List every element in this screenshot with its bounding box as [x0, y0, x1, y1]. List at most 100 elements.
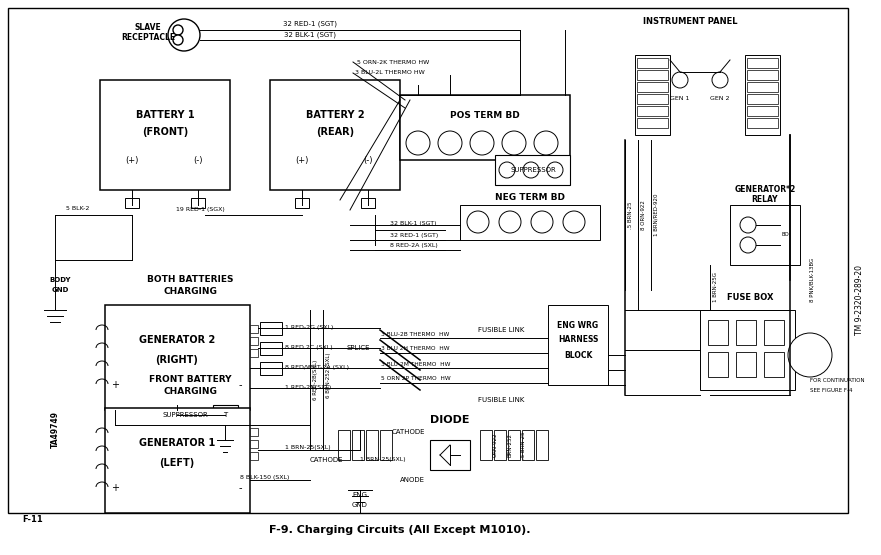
- Bar: [480, 430, 492, 460]
- Text: F-11: F-11: [22, 516, 43, 524]
- Text: FOR CONTINUATION: FOR CONTINUATION: [810, 377, 864, 382]
- Bar: [747, 106, 778, 116]
- Bar: [548, 305, 608, 385]
- Text: 3 BLU-2M THERMO  HW: 3 BLU-2M THERMO HW: [381, 361, 450, 366]
- Bar: [745, 55, 780, 135]
- Text: CATHODE: CATHODE: [391, 429, 425, 435]
- Circle shape: [523, 162, 539, 178]
- Circle shape: [502, 131, 526, 155]
- Bar: [637, 58, 668, 68]
- Text: RECEPTACLE: RECEPTACLE: [121, 33, 175, 43]
- Text: .5 BRN-25: .5 BRN-25: [521, 431, 526, 459]
- Bar: [494, 430, 506, 460]
- Text: 3 BLU-2L THERMO HW: 3 BLU-2L THERMO HW: [355, 70, 425, 75]
- Circle shape: [173, 25, 183, 35]
- Text: GND: GND: [352, 502, 368, 508]
- Text: GENERATOR*2: GENERATOR*2: [735, 185, 796, 194]
- Bar: [536, 430, 548, 460]
- Bar: [260, 362, 282, 375]
- Text: NEG TERM BD: NEG TERM BD: [495, 193, 565, 201]
- Text: GENERATOR 2: GENERATOR 2: [139, 335, 215, 345]
- Bar: [495, 155, 570, 185]
- Bar: [430, 440, 470, 470]
- Text: FUSIBLE LINK: FUSIBLE LINK: [478, 327, 524, 333]
- Text: 1 BRN/RED-920: 1 BRN/RED-920: [654, 194, 659, 236]
- Bar: [730, 205, 800, 265]
- Text: SLAVE: SLAVE: [135, 23, 161, 33]
- Text: HARNESS: HARNESS: [558, 336, 598, 345]
- Bar: [747, 118, 778, 128]
- Bar: [100, 80, 230, 190]
- Text: 6 BRN-252 (SXL): 6 BRN-252 (SXL): [326, 352, 331, 398]
- Text: SUPPRESSOR: SUPPRESSOR: [510, 167, 556, 173]
- Bar: [105, 408, 250, 513]
- Text: FRONT BATTERY: FRONT BATTERY: [149, 376, 231, 385]
- Text: TM 9-2320-289-20: TM 9-2320-289-20: [855, 265, 864, 335]
- Text: BLOCK: BLOCK: [564, 351, 592, 360]
- Bar: [700, 310, 795, 390]
- Circle shape: [499, 162, 515, 178]
- Bar: [637, 118, 668, 128]
- Bar: [637, 82, 668, 92]
- Text: 8 BLK-150 (SXL): 8 BLK-150 (SXL): [240, 476, 289, 481]
- Circle shape: [467, 211, 489, 233]
- Text: BO: BO: [781, 233, 788, 238]
- Text: T: T: [223, 412, 227, 418]
- Text: 5 BLK-2: 5 BLK-2: [66, 206, 90, 211]
- Bar: [637, 94, 668, 104]
- Bar: [361, 198, 375, 208]
- Text: +: +: [111, 380, 119, 390]
- Circle shape: [547, 162, 563, 178]
- Text: (-): (-): [193, 155, 203, 164]
- Text: 3 BLU 2H THERMO  HW: 3 BLU 2H THERMO HW: [381, 346, 449, 351]
- Bar: [708, 352, 728, 377]
- Text: F-9. Charging Circuits (All Except M1010).: F-9. Charging Circuits (All Except M1010…: [270, 525, 530, 535]
- Text: GEN 2: GEN 2: [710, 95, 729, 100]
- Text: (+): (+): [295, 155, 308, 164]
- Text: CHARGING: CHARGING: [163, 287, 217, 296]
- Text: INSTRUMENT PANEL: INSTRUMENT PANEL: [643, 18, 737, 27]
- Bar: [338, 430, 350, 460]
- Bar: [250, 428, 258, 436]
- Bar: [764, 352, 784, 377]
- Circle shape: [712, 72, 728, 88]
- Bar: [747, 70, 778, 80]
- Text: 1 BRN-25(SXL): 1 BRN-25(SXL): [285, 446, 330, 451]
- Bar: [260, 342, 282, 355]
- Text: 19 RED-1 (SGX): 19 RED-1 (SGX): [175, 208, 225, 213]
- Bar: [105, 305, 250, 410]
- Text: CATHODE: CATHODE: [310, 457, 344, 463]
- Text: ENG WRG: ENG WRG: [558, 320, 598, 330]
- Text: (-): (-): [363, 155, 373, 164]
- Bar: [747, 82, 778, 92]
- Bar: [460, 205, 600, 240]
- Text: -: -: [238, 380, 241, 390]
- Bar: [270, 80, 400, 190]
- Bar: [736, 352, 756, 377]
- Bar: [250, 325, 258, 333]
- Text: 8 RED/WHT-2A (SXL): 8 RED/WHT-2A (SXL): [285, 366, 349, 371]
- Text: 8 RED-2A (SXL): 8 RED-2A (SXL): [390, 244, 438, 249]
- Text: -: -: [238, 483, 241, 493]
- Circle shape: [531, 211, 553, 233]
- Text: 8 PNK/BLK-13BG: 8 PNK/BLK-13BG: [810, 258, 815, 302]
- Bar: [736, 320, 756, 345]
- Text: 32 RED-1 (SGT): 32 RED-1 (SGT): [390, 233, 438, 238]
- Circle shape: [168, 19, 200, 51]
- Bar: [250, 337, 258, 345]
- Text: SPLICE: SPLICE: [346, 345, 370, 351]
- Bar: [747, 58, 778, 68]
- Text: (LEFT): (LEFT): [159, 458, 195, 468]
- Bar: [400, 95, 570, 160]
- Bar: [380, 430, 392, 460]
- Text: CHARGING: CHARGING: [163, 387, 217, 396]
- Circle shape: [740, 217, 756, 233]
- Text: DIODE: DIODE: [430, 415, 470, 425]
- Bar: [637, 106, 668, 116]
- Bar: [366, 430, 378, 460]
- Text: (REAR): (REAR): [316, 127, 354, 137]
- Text: .5 BRN-25: .5 BRN-25: [628, 201, 633, 229]
- Bar: [250, 452, 258, 460]
- Text: GENERATOR 1: GENERATOR 1: [139, 438, 215, 448]
- Circle shape: [499, 211, 521, 233]
